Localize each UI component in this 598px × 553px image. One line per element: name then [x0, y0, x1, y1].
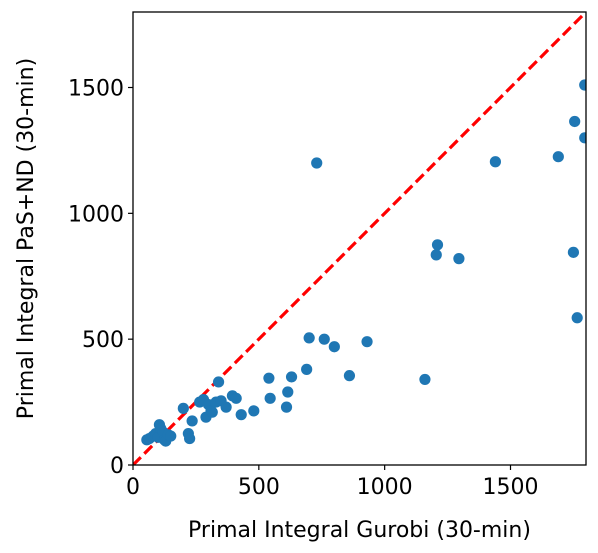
data-point: [579, 79, 586, 91]
data-point: [552, 151, 564, 163]
y-axis-label: Primal Integral PaS+ND (30-min): [14, 58, 39, 419]
data-point: [430, 249, 442, 261]
plot-frame: [132, 11, 587, 466]
data-point: [419, 373, 431, 386]
data-point: [212, 376, 225, 388]
reference-line: [133, 12, 586, 465]
data-point: [361, 336, 373, 348]
x-tick-label: 1000: [357, 475, 413, 500]
y-tick-label: 1500: [68, 77, 124, 102]
x-tick-label: 500: [238, 475, 280, 500]
data-point: [579, 132, 586, 144]
data-point: [282, 386, 294, 398]
data-point: [235, 409, 247, 421]
y-axis-ticks: 0 500 1000 1500: [68, 77, 133, 479]
data-point: [263, 372, 275, 384]
data-point: [220, 401, 232, 413]
data-point: [431, 239, 444, 251]
reference-line-layer: [133, 12, 586, 465]
data-point: [230, 392, 242, 404]
data-point: [343, 370, 356, 382]
data-point: [177, 402, 189, 414]
x-tick-label: 1500: [483, 475, 539, 500]
y-tick-label: 1000: [68, 202, 124, 227]
data-point: [453, 253, 465, 265]
data-point: [280, 401, 293, 413]
x-axis-ticks: 0 500 1000 1500: [126, 465, 539, 500]
data-point: [165, 430, 177, 442]
data-point: [301, 363, 313, 375]
data-point: [489, 156, 501, 168]
data-point: [285, 371, 298, 383]
data-point: [318, 333, 330, 345]
x-tick-label: 0: [126, 475, 140, 500]
data-point: [303, 332, 315, 344]
data-point: [328, 341, 340, 353]
data-point: [184, 432, 196, 445]
data-point: [569, 115, 581, 128]
x-axis-label: Primal Integral Gurobi (30-min): [188, 518, 531, 543]
y-tick-label: 0: [110, 454, 124, 479]
y-tick-label: 500: [82, 328, 124, 353]
data-points-layer: [141, 79, 586, 447]
data-point: [571, 312, 583, 324]
data-point: [311, 157, 323, 169]
data-point: [206, 406, 218, 418]
data-point: [186, 415, 198, 427]
data-point: [264, 392, 276, 404]
data-point: [248, 405, 260, 417]
data-point: [567, 246, 580, 258]
